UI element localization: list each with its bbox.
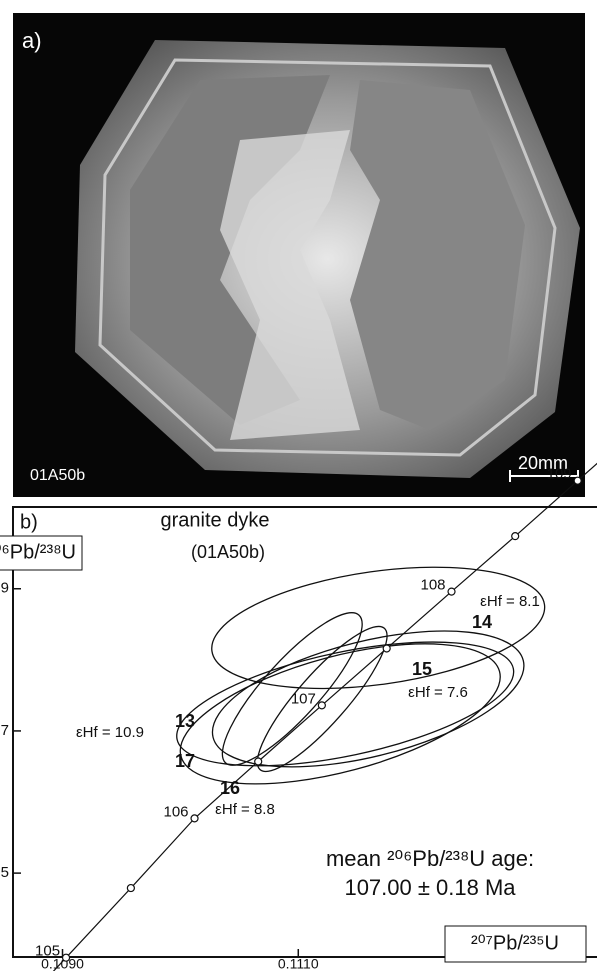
ellipse-label: 15 bbox=[412, 659, 432, 679]
age-label: 109 bbox=[547, 466, 572, 483]
x-tick-label: 0.1090 bbox=[41, 956, 84, 971]
y-tick-label: 0.0169 bbox=[0, 580, 9, 597]
error-ellipse bbox=[256, 625, 388, 773]
concordia-extension bbox=[52, 957, 67, 971]
chart-title: granite dyke bbox=[161, 509, 270, 531]
age-point bbox=[511, 532, 520, 541]
zone bbox=[350, 80, 525, 430]
age-point bbox=[254, 757, 263, 766]
x-tick-label: 0.1110 bbox=[278, 956, 319, 971]
panel-label: b) bbox=[20, 511, 38, 533]
age-point bbox=[382, 644, 391, 653]
x-axis-label: ²⁰⁷Pb/²³⁵U bbox=[471, 932, 559, 954]
sample-label: 01A50b bbox=[30, 467, 85, 484]
zone bbox=[98, 58, 557, 457]
ehf-label: εHf = 10.9 bbox=[76, 724, 144, 741]
plot-frame bbox=[12, 506, 597, 958]
age-point bbox=[573, 476, 582, 485]
scale-bar-label: 20mm bbox=[518, 453, 568, 473]
concordia-extension bbox=[577, 462, 597, 482]
age-label: 107 bbox=[291, 690, 316, 707]
age-label: 108 bbox=[420, 577, 445, 594]
ellipse-label: 14 bbox=[472, 612, 492, 632]
age-point bbox=[317, 701, 326, 710]
y-label-box bbox=[0, 535, 83, 571]
age-point bbox=[61, 953, 71, 962]
y-tick-label: 0.0167 bbox=[0, 722, 9, 739]
age-point bbox=[126, 883, 135, 893]
age-label: 106 bbox=[164, 803, 189, 820]
error-ellipse bbox=[211, 566, 546, 690]
ehf-label: εHf = 7.6 bbox=[408, 684, 468, 701]
age-point bbox=[190, 814, 199, 823]
panel-label: a) bbox=[22, 28, 42, 53]
y-axis-label: ²⁰⁶Pb/²³⁸U bbox=[0, 541, 76, 563]
age-point bbox=[447, 587, 456, 596]
error-ellipse bbox=[221, 612, 363, 766]
x-label-box bbox=[444, 925, 587, 963]
ellipse-label: 17 bbox=[175, 751, 195, 771]
ellipse-label: 16 bbox=[220, 778, 240, 798]
error-ellipse bbox=[211, 630, 525, 768]
annotation: mean ²⁰⁶Pb/²³⁸U age: bbox=[326, 846, 534, 871]
ehf-label: εHf = 8.1 bbox=[480, 593, 540, 610]
error-ellipse bbox=[179, 643, 501, 785]
age-label: 105 bbox=[35, 943, 60, 960]
ehf-label: εHf = 8.8 bbox=[215, 801, 275, 818]
ellipse-label: 13 bbox=[175, 711, 195, 731]
chart-subtitle: (01A50b) bbox=[191, 542, 265, 562]
core bbox=[220, 130, 360, 440]
cl-image: a) 01A50b 20mm bbox=[13, 13, 585, 497]
error-ellipse bbox=[176, 641, 515, 767]
y-tick-label: 0.0165 bbox=[0, 864, 9, 881]
annotation-value: 107.00 ± 0.18 Ma bbox=[344, 875, 516, 900]
